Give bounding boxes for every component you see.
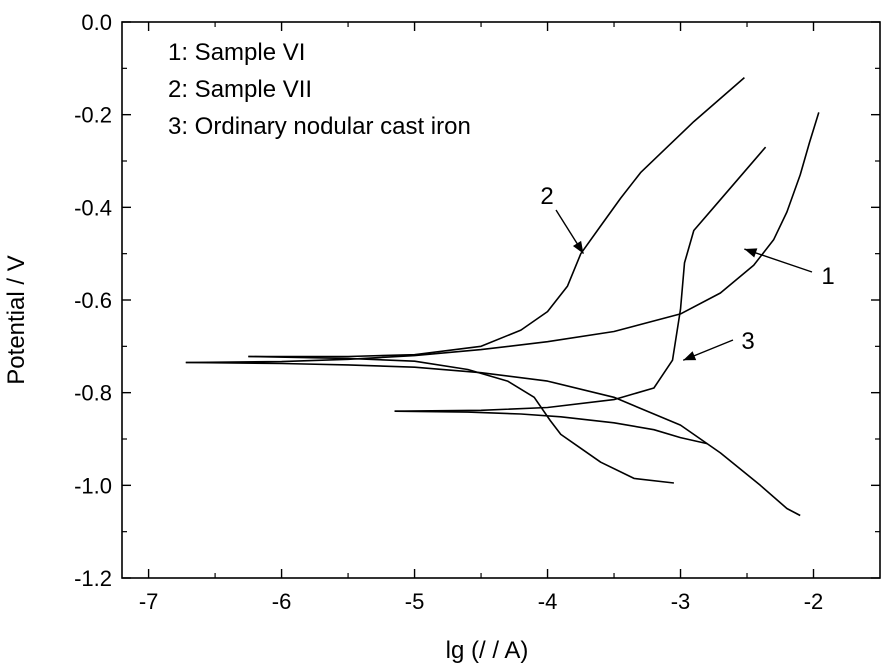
- curve-3: [394, 146, 767, 412]
- callout-arrowhead: [683, 351, 697, 361]
- y-tick-label: -1.2: [74, 566, 112, 591]
- legend-entry: 1: Sample VI: [168, 39, 305, 66]
- curve-2: [248, 76, 745, 358]
- callout-label: 2: [540, 183, 553, 210]
- callout-arrowhead: [572, 240, 584, 254]
- x-tick-label: -3: [671, 589, 691, 614]
- x-tick-label: -6: [272, 589, 292, 614]
- curves-group: [185, 76, 820, 517]
- x-tick-label: -5: [405, 589, 425, 614]
- callout-arrowhead: [744, 248, 758, 258]
- x-tick-label: -2: [804, 589, 824, 614]
- x-tick-label: -7: [139, 589, 159, 614]
- y-tick-label: -0.4: [74, 195, 112, 220]
- y-axis-title: Potential / V: [3, 255, 30, 384]
- y-tick-label: -0.2: [74, 103, 112, 128]
- y-tick-label: -1.0: [74, 473, 112, 498]
- y-tick-label: 0.0: [81, 10, 112, 35]
- curve-1: [185, 112, 820, 364]
- callout-label: 1: [821, 263, 834, 290]
- curve-2-cathodic: [248, 355, 674, 484]
- x-axis-title: lg (/ / A): [446, 637, 529, 664]
- curve-1-cathodic: [185, 361, 801, 517]
- legend-entry: 2: Sample VII: [168, 76, 312, 103]
- callout-label: 3: [741, 328, 754, 355]
- curve-3-cathodic: [394, 410, 708, 445]
- ticks-group: -7 -6 -5 -4 -3 -2 0.0 -0.2 -0.4 -0.6 -0.8 -1.0 -1.2: [74, 10, 880, 614]
- y-tick-label: -0.8: [74, 381, 112, 406]
- plot-frame: [121, 21, 881, 579]
- y-tick-label: -0.6: [74, 288, 112, 313]
- legend: 1: Sample VI 2: Sample VII 3: Ordinary nod…: [168, 39, 471, 140]
- callouts-group: 1 2 3: [540, 183, 835, 361]
- x-tick-label: -4: [538, 589, 558, 614]
- legend-entry: 3: Ordinary nodular cast iron: [168, 113, 471, 140]
